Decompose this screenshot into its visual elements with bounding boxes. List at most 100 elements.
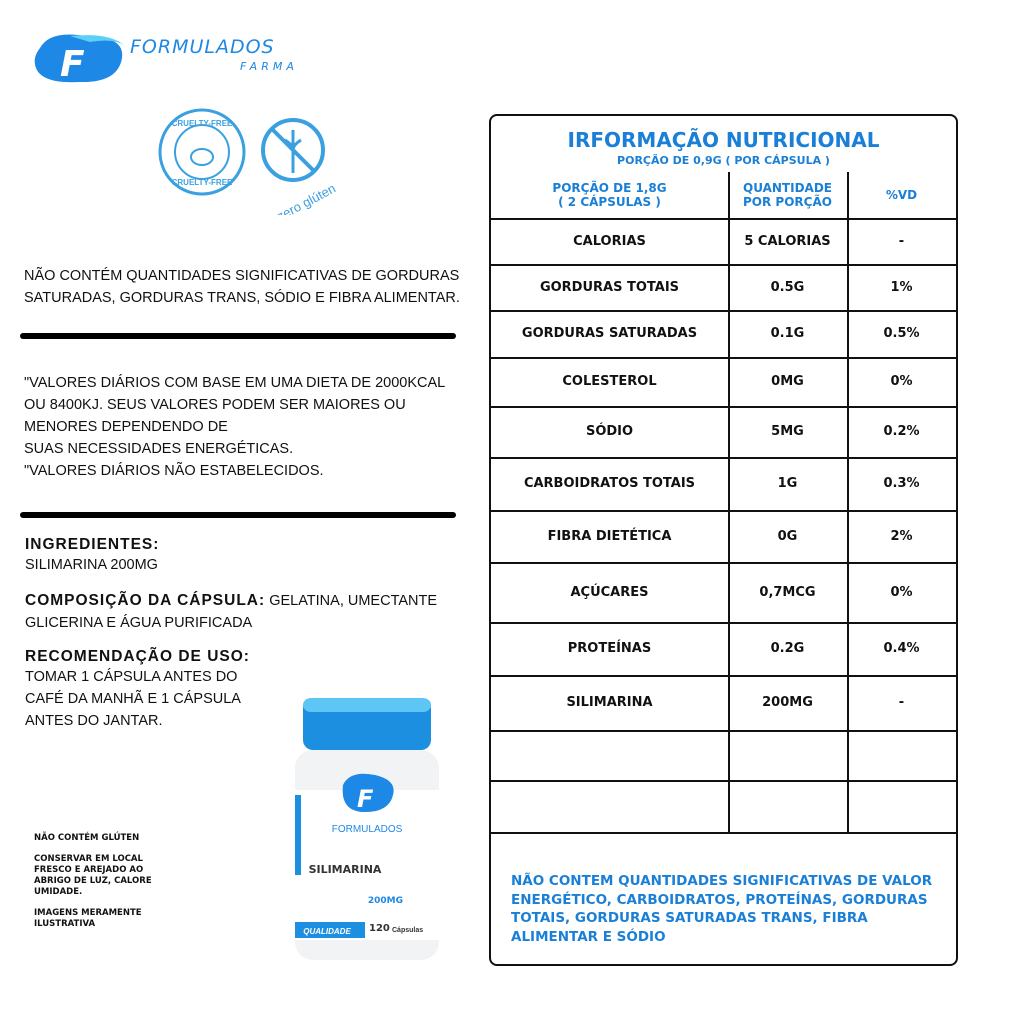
nutrition-table: IRFORMAÇÃO NUTRICIONAL PORÇÃO DE 0,9G ( P… <box>489 114 958 966</box>
table-cell: 0MG <box>771 374 804 389</box>
daily-line: "VALORES DIÁRIOS COM BASE EM UMA DIETA D… <box>24 375 446 391</box>
small-note: ABRIGO DE LUZ, CALORE <box>34 876 152 886</box>
row-line <box>491 457 956 459</box>
table-cell: 0G <box>777 528 798 544</box>
ingredients-text: SILIMARINA 200MG <box>25 557 158 573</box>
bottle-dose: 200MG <box>368 896 403 906</box>
table-cell: FIBRA DIETÉTICA <box>547 528 672 544</box>
header-text: POR PORÇÃO <box>743 195 832 209</box>
table-cell: SÓDIO <box>585 424 634 439</box>
divider <box>20 333 456 339</box>
table-cell: 2% <box>890 528 913 544</box>
capsule-title: COMPOSIÇÃO DA CÁPSULA: <box>25 592 266 609</box>
row-line <box>491 310 956 312</box>
row-line <box>491 264 956 266</box>
table-cell: 0.1G <box>770 326 805 341</box>
row-line <box>491 357 956 359</box>
table-cell: CARBOIDRATOS TOTAIS <box>523 476 696 491</box>
svg-text:F: F <box>357 785 374 813</box>
table-subtitle: PORÇÃO DE 0,9G ( POR CÁPSULA ) <box>617 154 830 167</box>
table-cell: 0% <box>890 374 913 389</box>
badges: CRUELTY-FREE CRUELTY-FREE zero glúten <box>158 108 338 215</box>
table-cell: 0.4% <box>883 641 920 656</box>
daily-line: MENORES DEPENDENDO DE <box>24 419 228 435</box>
table-cell: COLESTEROL <box>562 374 657 389</box>
table-cell: 1% <box>890 279 913 295</box>
row-line <box>491 218 956 220</box>
header-text: PORÇÃO DE 1,8G <box>552 181 667 195</box>
bottle-unit: Cápsulas <box>392 927 423 934</box>
row-line <box>491 622 956 624</box>
table-cell: PROTEÍNAS <box>567 641 652 656</box>
col-line <box>847 172 849 832</box>
header-cell: PORÇÃO DE 1,8G( 2 CÁPSULAS ) <box>491 172 728 218</box>
table-cell: 0.5% <box>883 326 920 341</box>
table-footer: NÃO CONTEM QUANTIDADES SIGNIFICATIVAS DE… <box>511 872 941 946</box>
svg-text:F: F <box>60 44 85 85</box>
table-cell: 5 CALORIAS <box>744 233 831 249</box>
header-cell: QUANTIDADE POR PORÇÃO <box>728 172 847 218</box>
header-text: QUANTIDADE <box>743 181 832 195</box>
badge-text: zero glúten <box>274 180 338 215</box>
small-note: IMAGENS MERAMENTE <box>34 908 142 918</box>
row-line <box>491 832 956 834</box>
col-line <box>728 172 730 832</box>
footer-line: NÃO CONTEM QUANTIDADES SIGNIFICATIVAS DE… <box>511 873 933 889</box>
daily-line: SUAS NECESSIDADES ENERGÉTICAS. <box>24 441 294 457</box>
table-cell: 0.3% <box>883 476 920 491</box>
bottle-brand: FORMULADOS <box>332 824 403 835</box>
table-cell: - <box>898 695 905 710</box>
small-note: FRESCO E AREJADO AO <box>34 865 144 875</box>
bottle: F FORMULADOS SILIMARINA 200MG QUALIDADE … <box>295 698 439 960</box>
small-note: ILUSTRATIVA <box>34 919 96 929</box>
note-line: SATURADAS, GORDURAS TRANS, SÓDIO E FIBRA… <box>24 290 460 306</box>
row-line <box>491 780 956 782</box>
capsule-text: GELATINA, UMECTANTE <box>269 593 438 609</box>
header-text: %VD <box>885 188 918 202</box>
bottle-seal: QUALIDADE <box>303 927 351 936</box>
brand: FORMULADOS <box>130 36 275 58</box>
table-title: IRFORMAÇÃO NUTRICIONAL <box>567 128 880 152</box>
row-line <box>491 730 956 732</box>
bottle-product: SILIMARINA <box>309 863 382 876</box>
header-text: ( 2 CÁPSULAS ) <box>558 195 661 209</box>
row-line <box>491 406 956 408</box>
row-line <box>491 675 956 677</box>
table-cell: - <box>898 233 905 249</box>
table-cell: 5MG <box>771 424 804 439</box>
table-cell: 0.5G <box>770 279 805 295</box>
table-cell: GORDURAS SATURADAS <box>521 326 698 341</box>
row-line <box>491 510 956 512</box>
table-cell: 200MG <box>762 695 813 710</box>
row-line <box>491 562 956 564</box>
recommendation-title: RECOMENDAÇÃO DE USO: <box>25 648 250 665</box>
table-cell: 0.2G <box>770 641 805 656</box>
daily-line: "VALORES DIÁRIOS NÃO ESTABELECIDOS. <box>24 463 324 479</box>
table-cell: GORDURAS TOTAIS <box>539 279 680 295</box>
table-cell: 1G <box>777 476 798 491</box>
note-line: NÃO CONTÉM QUANTIDADES SIGNIFICATIVAS DE… <box>24 268 460 284</box>
daily-line: OU 8400KJ. SEUS VALORES PODEM SER MAIORE… <box>24 397 406 413</box>
table-cell: AÇÚCARES <box>570 584 649 600</box>
table-cell: 0.2% <box>883 424 920 439</box>
table-cell: 0,7MCG <box>759 584 816 600</box>
table-cell: 0% <box>890 584 913 600</box>
header-cell: %VD <box>847 172 956 218</box>
logo: F FORMULADOS FARMA <box>34 34 294 85</box>
ingredients-title: INGREDIENTES: <box>25 536 160 553</box>
badge-text: CRUELTY-FREE <box>172 119 233 128</box>
divider <box>20 512 456 518</box>
badge-text: CRUELTY-FREE <box>172 178 233 187</box>
recommendation-text: TOMAR 1 CÁPSULA ANTES DO <box>25 669 238 685</box>
footer-line: TOTAIS, GORDURAS SATURADAS TRANS, FIBRA <box>511 910 868 926</box>
capsule-text: GLICERINA E ÁGUA PURIFICADA <box>25 615 253 631</box>
table-cell: SILIMARINA <box>566 695 653 710</box>
small-note: NÃO CONTÉM GLÚTEN <box>34 833 140 843</box>
small-note: CONSERVAR EM LOCAL <box>34 854 143 864</box>
bottle-count: 120 <box>369 923 390 934</box>
recommendation-text: CAFÉ DA MANHÃ E 1 CÁPSULA <box>25 691 241 707</box>
recommendation-text: ANTES DO JANTAR. <box>25 713 163 729</box>
footer-line: ALIMENTAR E SÓDIO <box>511 928 666 945</box>
table-cell: CALORIAS <box>573 233 646 249</box>
